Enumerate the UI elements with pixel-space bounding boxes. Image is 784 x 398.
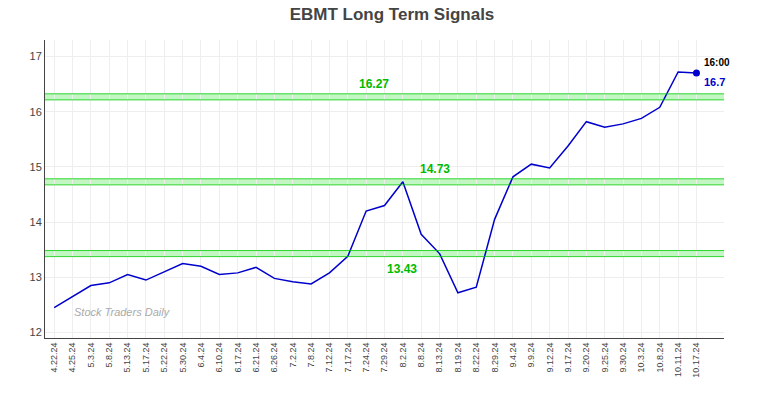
svg-text:6.26.24: 6.26.24 [269,343,279,373]
svg-text:8.19.24: 8.19.24 [453,343,463,373]
svg-text:EBMT Long Term Signals: EBMT Long Term Signals [290,5,495,24]
svg-text:15: 15 [30,161,42,173]
svg-text:9.17.24: 9.17.24 [563,343,573,373]
svg-text:5.13.24: 5.13.24 [123,343,133,373]
svg-text:4.25.24: 4.25.24 [67,343,77,373]
svg-text:7.12.24: 7.12.24 [324,343,334,373]
svg-text:7.2.24: 7.2.24 [288,343,298,368]
svg-text:5.30.24: 5.30.24 [178,343,188,373]
svg-text:12: 12 [30,326,42,338]
svg-text:9.9.24: 9.9.24 [526,343,536,368]
svg-text:13.43: 13.43 [387,262,417,276]
svg-text:8.8.24: 8.8.24 [416,343,426,368]
svg-text:Stock Traders Daily: Stock Traders Daily [74,306,171,318]
svg-text:9.30.24: 9.30.24 [618,343,628,373]
svg-text:10.11.24: 10.11.24 [673,343,683,377]
svg-text:13: 13 [30,271,42,283]
svg-text:7.8.24: 7.8.24 [306,343,316,368]
svg-text:14: 14 [30,216,42,228]
svg-text:9.25.24: 9.25.24 [600,343,610,373]
svg-text:7.17.24: 7.17.24 [343,343,353,373]
svg-text:9.20.24: 9.20.24 [581,343,591,373]
svg-text:16: 16 [30,106,42,118]
svg-text:6.10.24: 6.10.24 [214,343,224,373]
svg-text:5.3.24: 5.3.24 [86,343,96,368]
svg-text:6.17.24: 6.17.24 [233,343,243,373]
svg-text:8.29.24: 8.29.24 [490,343,500,373]
svg-text:14.73: 14.73 [420,162,450,176]
svg-text:5.22.24: 5.22.24 [159,343,169,373]
svg-text:9.4.24: 9.4.24 [508,343,518,368]
svg-text:6.21.24: 6.21.24 [251,343,261,373]
svg-text:10.17.24: 10.17.24 [691,343,701,378]
svg-text:10.3.24: 10.3.24 [636,343,646,373]
svg-text:8.22.24: 8.22.24 [471,343,481,373]
svg-text:4.22.24: 4.22.24 [49,343,59,373]
svg-text:5.8.24: 5.8.24 [104,343,114,368]
svg-text:7.24.24: 7.24.24 [361,343,371,373]
svg-text:16.7: 16.7 [704,76,725,88]
svg-text:6.4.24: 6.4.24 [196,343,206,368]
svg-text:5.17.24: 5.17.24 [141,343,151,373]
svg-text:17: 17 [30,50,42,62]
svg-text:16:00: 16:00 [704,57,730,68]
svg-text:9.12.24: 9.12.24 [545,343,555,373]
svg-text:8.13.24: 8.13.24 [434,343,444,373]
svg-text:8.2.24: 8.2.24 [398,343,408,368]
svg-text:10.8.24: 10.8.24 [655,343,665,373]
svg-text:16.27: 16.27 [359,77,389,91]
svg-text:7.29.24: 7.29.24 [379,343,389,373]
